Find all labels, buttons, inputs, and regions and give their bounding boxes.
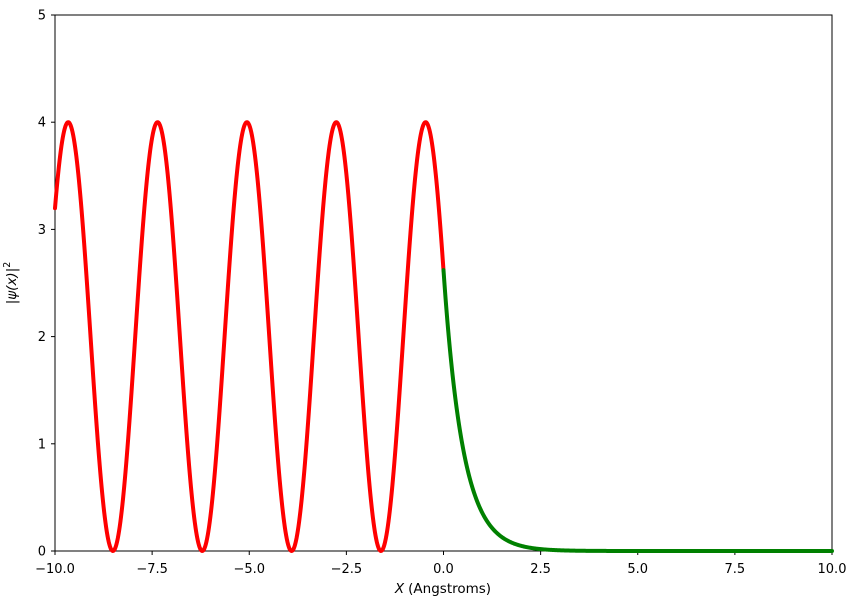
series-evanescent-region-path	[441, 268, 834, 553]
x-tick-label: −10.0	[35, 562, 75, 577]
x-axis-label: X (Angstroms)	[394, 581, 491, 597]
x-tick-label: 10.0	[818, 562, 847, 577]
x-tick-label: −2.5	[331, 562, 363, 577]
y-tick-label: 3	[38, 223, 46, 238]
series-group	[53, 120, 834, 553]
y-tick-label: 2	[38, 330, 46, 345]
x-tick-label: 5.0	[627, 562, 648, 577]
y-axis-label-base: |ψ(x)|	[4, 268, 20, 305]
x-axis-label-unit: (Angstroms)	[408, 581, 491, 597]
x-tick-label: 2.5	[530, 562, 551, 577]
y-axis-label-exponent: 2	[2, 262, 13, 268]
y-axis-label: |ψ(x)|2	[2, 262, 20, 305]
axis-ticks: −10.0 −7.5 −5.0 −2.5 0.0 2.5 5.0 7.5 10.0 0 1 2 3 4 5	[35, 9, 846, 578]
x-tick-label: 0.0	[433, 562, 454, 577]
x-tick-label: 7.5	[725, 562, 746, 577]
y-tick-label: 1	[38, 437, 46, 452]
x-tick-label: −5.0	[233, 562, 265, 577]
x-axis-label-symbol: X	[394, 581, 405, 597]
series-oscillatory-region-path	[53, 120, 446, 553]
y-tick-label: 0	[38, 545, 46, 560]
y-tick-label: 4	[38, 116, 46, 131]
x-tick-label: −7.5	[136, 562, 168, 577]
y-tick-label: 5	[38, 9, 46, 24]
